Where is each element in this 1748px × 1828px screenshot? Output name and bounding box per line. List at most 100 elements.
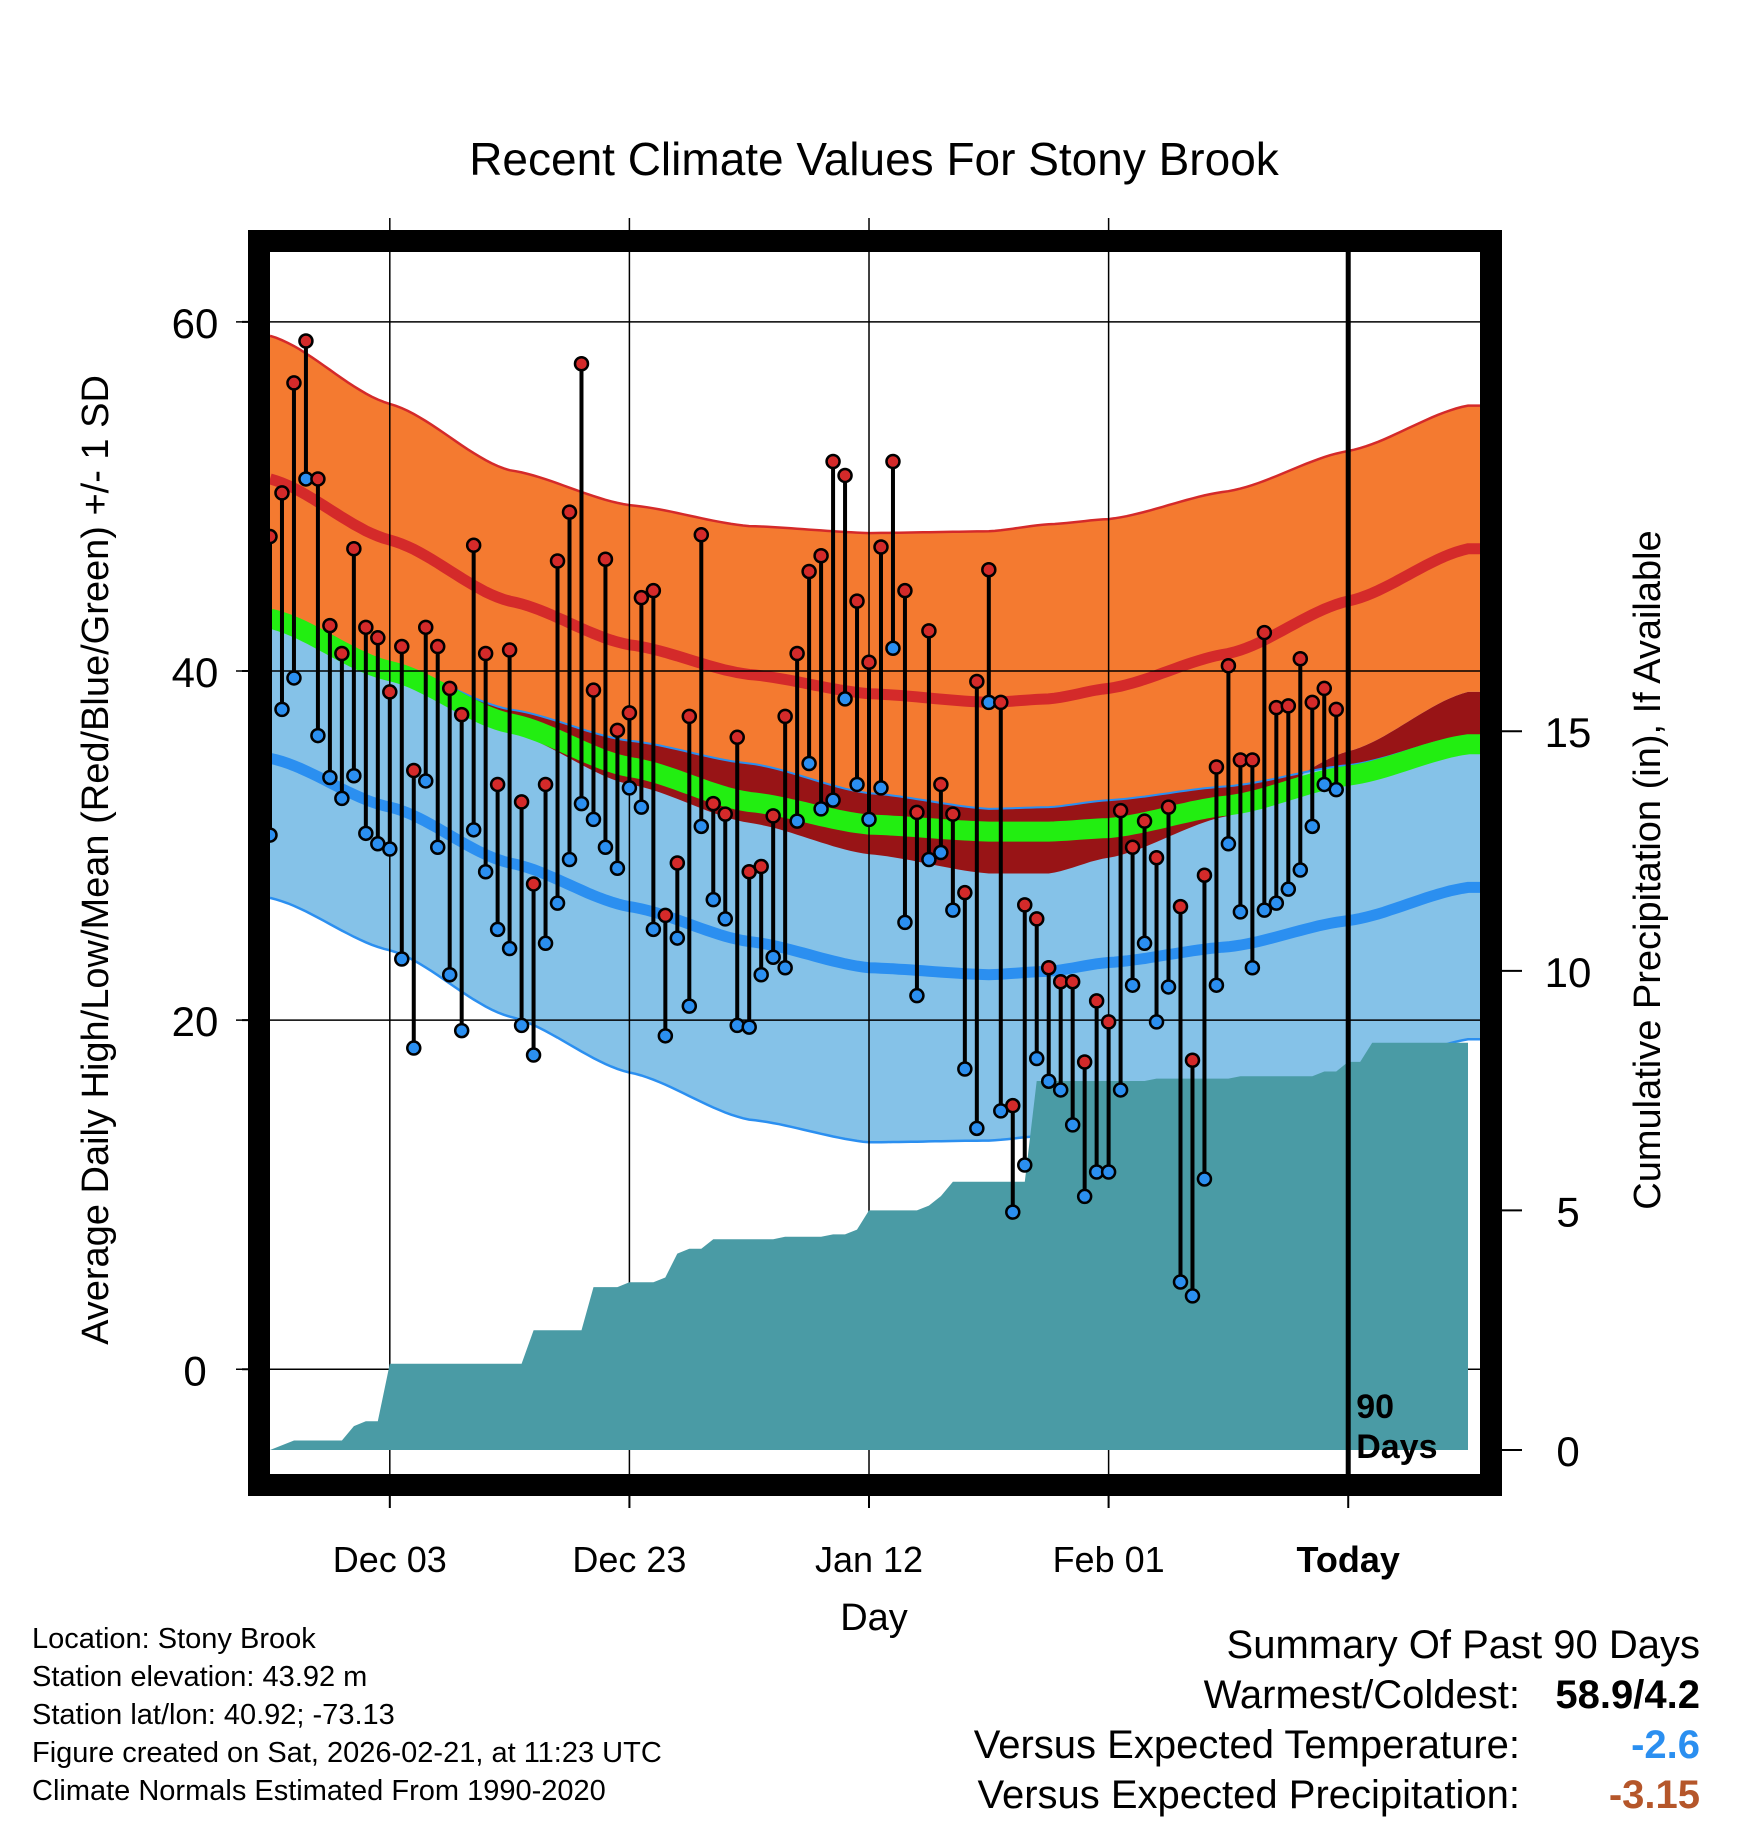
daily-high-point (441, 680, 458, 697)
daily-low-point (1136, 935, 1153, 952)
daily-high-point (729, 729, 745, 746)
daily-high-point (429, 638, 446, 655)
daily-high-point (1100, 1014, 1117, 1030)
summary-title: Summary Of Past 90 Days (1226, 1623, 1700, 1667)
daily-low-point (1220, 836, 1237, 852)
daily-high-point (322, 617, 338, 634)
daily-low-point (621, 780, 638, 796)
daily-low-point (909, 987, 925, 1004)
daily-high-point (993, 694, 1009, 711)
y2-tick-label: 0 (1556, 1428, 1579, 1475)
today-days-label-line2: Days (1356, 1428, 1437, 1466)
latlon-text: Station lat/lon: 40.92; -73.13 (32, 1699, 395, 1731)
daily-high-point (382, 684, 398, 700)
y2-tick-label: 5 (1556, 1188, 1579, 1235)
x-axis-label: Day (840, 1597, 908, 1639)
x-tick-label: Feb 01 (1053, 1539, 1165, 1580)
daily-low-point (274, 701, 290, 718)
daily-high-point (1280, 698, 1297, 714)
daily-low-point (310, 727, 326, 744)
daily-low-point (358, 825, 374, 842)
vs-precip-row: Versus Expected Precipitation: -3.15 (974, 1770, 1700, 1820)
daily-high-point (358, 619, 374, 636)
daily-high-point (693, 527, 710, 543)
daily-high-point (501, 642, 518, 658)
today-days-label-line1: 90 (1356, 1388, 1394, 1426)
daily-high-point (825, 453, 841, 470)
daily-low-point (1112, 1082, 1129, 1098)
daily-high-point (765, 808, 781, 824)
daily-high-point (549, 553, 566, 569)
daily-low-point (1124, 977, 1141, 993)
daily-high-point (537, 776, 554, 793)
daily-low-point (753, 966, 769, 983)
daily-high-point (1184, 1052, 1201, 1069)
daily-low-point (453, 1022, 470, 1039)
chart-title: Recent Climate Values For Stony Brook (469, 133, 1280, 185)
daily-low-point (705, 891, 722, 908)
daily-high-point (1017, 897, 1033, 913)
daily-low-point (429, 839, 446, 856)
daily-high-point (406, 762, 422, 779)
daily-low-point (789, 813, 805, 829)
daily-high-point (849, 593, 865, 609)
daily-low-point (597, 839, 614, 856)
daily-low-point (945, 902, 961, 918)
daily-high-point (981, 561, 997, 578)
daily-low-point (322, 769, 338, 786)
daily-high-point (1124, 839, 1141, 856)
daily-low-point (1196, 1171, 1213, 1187)
daily-high-point (477, 645, 494, 662)
daily-low-point (825, 792, 841, 808)
daily-high-point (621, 705, 638, 721)
daily-high-point (346, 541, 362, 557)
daily-low-point (801, 755, 817, 772)
daily-low-point (1076, 1188, 1093, 1205)
daily-high-point (921, 623, 937, 639)
daily-low-point (1232, 904, 1249, 920)
daily-high-point (334, 645, 350, 662)
daily-low-point (549, 895, 566, 911)
daily-high-point (1160, 799, 1177, 815)
daily-high-point (1208, 759, 1225, 775)
daily-high-point (1292, 651, 1309, 667)
daily-high-point (298, 333, 314, 349)
precip-area (270, 1042, 1468, 1450)
low-mean-line (268, 752, 1480, 981)
daily-high-point (873, 539, 889, 555)
elevation-text: Station elevation: 43.92 m (32, 1661, 368, 1693)
daily-low-point (921, 851, 937, 868)
daily-high-point (1328, 701, 1344, 718)
daily-high-point (645, 582, 662, 599)
daily-high-point (394, 638, 410, 655)
daily-high-point (1040, 959, 1057, 976)
daily-low-point (717, 911, 733, 927)
daily-low-point (741, 1019, 757, 1035)
daily-low-point (885, 640, 901, 657)
daily-low-point (873, 780, 889, 796)
daily-low-point (861, 811, 877, 828)
y2-tick-label: 10 (1545, 949, 1592, 996)
vs-temp-row: Versus Expected Temperature: -2.6 (974, 1720, 1700, 1770)
x-tick-label: Jan 12 (815, 1539, 923, 1580)
daily-high-point (274, 485, 290, 501)
daily-low-point (669, 930, 686, 946)
daily-high-point (453, 706, 470, 723)
daily-low-point (681, 998, 698, 1014)
daily-low-point (441, 966, 458, 983)
y-tick-label: 60 (172, 300, 219, 347)
daily-bars (262, 333, 1344, 1304)
daily-high-point (1304, 694, 1321, 711)
daily-low-point (417, 773, 434, 789)
daily-low-point (957, 1061, 973, 1077)
daily-high-point (1196, 867, 1213, 883)
daily-high-point (561, 504, 578, 520)
daily-high-point (1064, 973, 1081, 990)
daily-low-point (489, 921, 506, 938)
daily-low-point (1100, 1164, 1117, 1180)
normals-text: Climate Normals Estimated From 1990-2020 (32, 1775, 606, 1807)
precip-layer (270, 1042, 1468, 1450)
daily-high-point (633, 589, 650, 606)
daily-high-point (717, 806, 733, 822)
y2-tick-label: 15 (1545, 709, 1592, 756)
